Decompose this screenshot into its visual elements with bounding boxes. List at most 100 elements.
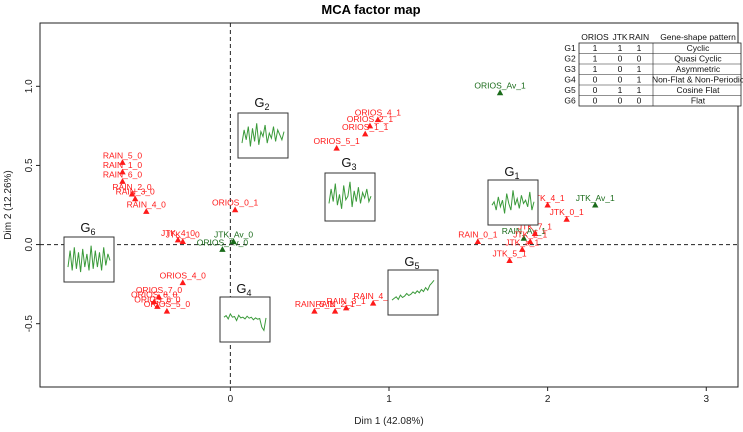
legend-jtk-value: 0 xyxy=(618,64,623,74)
scatter-point xyxy=(163,307,171,314)
legend-jtk-value: 0 xyxy=(618,75,623,85)
scatter-point xyxy=(531,230,539,237)
scatter-point xyxy=(544,201,551,208)
group-label-subscript: 5 xyxy=(415,261,420,271)
point-label: ORIOS_Av_0 xyxy=(197,237,249,247)
scatter-point xyxy=(151,298,158,305)
y-axis-ticks: -0.5 0.0 0.5 1.0 xyxy=(24,79,40,332)
point-label: JTK_4_0 xyxy=(161,228,195,238)
legend-rain-value: 1 xyxy=(637,64,642,74)
point-label: JTK_Av_1 xyxy=(576,193,615,203)
point-label: RAIN_1_0 xyxy=(103,160,142,170)
group-signal-line xyxy=(491,190,535,214)
scatter-point xyxy=(369,299,377,306)
legend-pattern-value: Asymmetric xyxy=(676,64,721,74)
legend-rain-value: 1 xyxy=(637,43,642,53)
point-label: RAIN_Av_1 xyxy=(502,226,547,236)
scatter-point xyxy=(311,307,318,314)
legend-pattern-value: Non-Flat & Non-Periodic xyxy=(652,75,743,85)
gene-shape-group-boxes: G1 G2 G3 G4 G5 G6 xyxy=(63,95,539,343)
group-signal-line xyxy=(328,181,372,209)
point-label: ORIOS_Av_1 xyxy=(474,81,526,91)
scatter-point xyxy=(231,206,239,213)
legend-header-orios: ORIOS xyxy=(581,32,609,42)
group-label-subscript: 1 xyxy=(515,171,520,181)
scatter-point xyxy=(174,236,182,243)
scatter-point xyxy=(496,89,504,96)
scatter-point xyxy=(119,178,126,184)
x-tick-label: 1 xyxy=(386,394,392,405)
group-label: G5 xyxy=(404,254,419,271)
scatter-point xyxy=(333,144,340,151)
legend-jtk-value: 0 xyxy=(618,54,623,64)
scatter-point xyxy=(592,201,599,208)
scatter-point xyxy=(374,116,382,123)
point-label: JTK_2_1 xyxy=(513,229,547,239)
legend-pattern-value: Cyclic xyxy=(687,43,710,53)
chart-title: MCA factor map xyxy=(321,2,420,17)
legend-orios-value: 0 xyxy=(593,85,598,95)
point-label: ORIOS_8_0 xyxy=(131,290,178,300)
scatter-point xyxy=(230,238,237,244)
scatter-point xyxy=(131,195,139,202)
point-label: RAIN_5_0 xyxy=(103,150,142,160)
legend-header-pattern: Gene-shape pattern xyxy=(660,32,736,42)
group-label: G3 xyxy=(341,155,356,172)
point-label: JTK_a_1 xyxy=(505,237,539,247)
scatter-point xyxy=(155,293,163,300)
y-tick-label: 0.5 xyxy=(24,158,35,172)
y-tick-label: 1.0 xyxy=(24,79,35,93)
point-label: JTK_4_1 xyxy=(531,193,565,203)
legend-jtk-value: 1 xyxy=(618,43,623,53)
x-tick-label: 3 xyxy=(703,394,709,405)
point-label: RAIN_4_1 xyxy=(354,291,393,301)
legend-pattern-value: Flat xyxy=(691,96,706,106)
scatter-point xyxy=(119,159,126,165)
group-label: G6 xyxy=(80,220,95,237)
scatter-point xyxy=(506,257,513,263)
legend-pattern-value: Quasi Cyclic xyxy=(674,54,722,64)
legend-header-jtk: JTK xyxy=(612,32,627,42)
scatter-point xyxy=(331,307,339,314)
group-label-subscript: 3 xyxy=(352,162,357,172)
legend-group-id: G6 xyxy=(564,96,576,106)
point-label: JTK_Av_0 xyxy=(214,229,253,239)
group-label-subscript: 4 xyxy=(247,288,252,298)
legend-pattern-value: Cosine Flat xyxy=(677,85,721,95)
group-signal-line xyxy=(223,312,267,332)
scatter-point xyxy=(219,246,226,252)
scatter-point xyxy=(143,208,150,214)
legend-group-id: G4 xyxy=(564,75,576,85)
legend-rain-value: 1 xyxy=(637,85,642,95)
point-label: RAIN_5_1 xyxy=(295,299,334,309)
legend-group-id: G3 xyxy=(564,64,576,74)
point-label: ORIOS_6_0 xyxy=(134,294,181,304)
group-signal-line xyxy=(391,279,435,301)
scatter-point xyxy=(563,216,570,222)
point-label: JTK_5_1 xyxy=(493,248,527,258)
group-label: G2 xyxy=(254,95,269,112)
legend-rain-value: 1 xyxy=(637,75,642,85)
legend-orios-value: 1 xyxy=(593,43,598,53)
point-label: RAIN_0_1 xyxy=(458,229,497,239)
scatter-points: ORIOS_Av_1JTK_Av_1RAIN_Av_1JTK_Av_0ORIOS… xyxy=(103,81,615,314)
point-label: JTK_7_1 xyxy=(518,221,552,231)
point-label: ORIOS_7_0 xyxy=(136,285,183,295)
group-label-subscript: 6 xyxy=(91,227,96,237)
legend-rain-value: 0 xyxy=(637,54,642,64)
point-label: ORIOS_5_0 xyxy=(144,299,191,309)
legend-orios-value: 1 xyxy=(593,64,598,74)
x-tick-label: 0 xyxy=(228,394,234,405)
scatter-point xyxy=(474,238,482,244)
point-label: ORIOS_5_1 xyxy=(313,136,360,146)
x-tick-label: 2 xyxy=(545,394,551,405)
group-box xyxy=(63,236,115,283)
scatter-point xyxy=(154,303,161,309)
point-label: JTK_1_0 xyxy=(166,229,200,239)
legend-rain-value: 0 xyxy=(637,96,642,106)
legend-orios-value: 1 xyxy=(593,54,598,64)
x-axis-label: Dim 1 (42.08%) xyxy=(354,416,423,427)
point-label: RAIN_2_1 xyxy=(315,299,354,309)
scatter-point xyxy=(519,246,526,252)
